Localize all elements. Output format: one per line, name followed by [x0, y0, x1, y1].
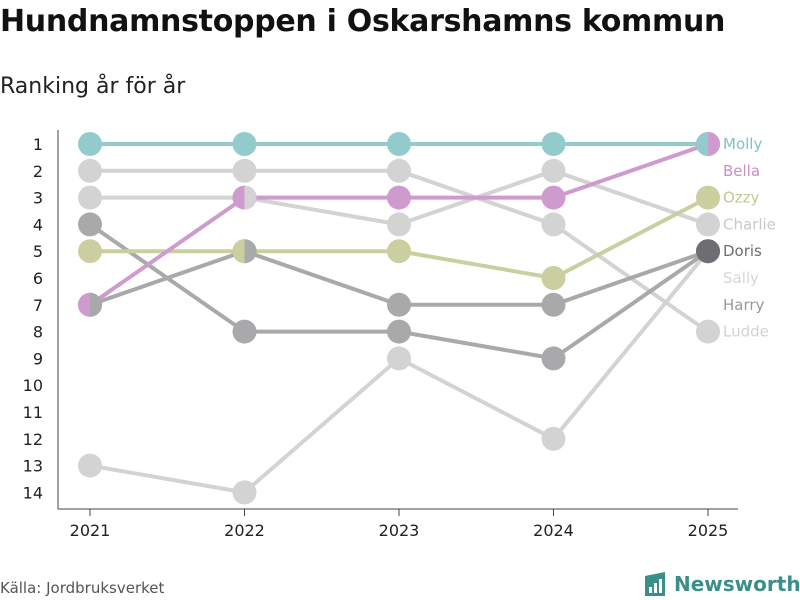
point-charlie-2024	[541, 158, 566, 183]
point-molly-2021	[78, 132, 102, 156]
series-label-ludde: Ludde	[723, 323, 769, 341]
split-marker-doris-2021	[90, 292, 102, 317]
point-sally-2021	[78, 453, 102, 478]
y-tick-label: 12	[23, 430, 43, 449]
series-label-ozzy: Ozzy	[723, 189, 760, 207]
x-tick-label: 2021	[70, 521, 111, 540]
x-tick-label: 2022	[224, 521, 265, 540]
y-tick-label: 9	[33, 349, 43, 368]
point-doris-2025	[696, 239, 720, 264]
y-tick-label: 7	[33, 296, 43, 315]
point-sally-2024	[541, 426, 566, 451]
y-tick-label: 2	[33, 162, 43, 181]
point-ludde-2025	[696, 319, 720, 344]
series-label-molly: Molly	[723, 135, 762, 153]
point-sally-2023	[387, 346, 411, 371]
point-harry-2024	[541, 346, 566, 371]
chart-title: Hundnamnstoppen i Oskarshamns kommun	[0, 4, 726, 39]
point-bella-2023	[387, 185, 411, 210]
series-label-harry: Harry	[723, 296, 765, 314]
point-harry-2023	[387, 319, 411, 344]
point-ozzy-2025	[696, 185, 720, 210]
point-ozzy-2024	[541, 266, 566, 290]
point-molly-2024	[541, 132, 566, 156]
y-tick-label: 10	[23, 376, 43, 395]
point-ludde-2022	[232, 158, 257, 183]
x-tick-label: 2025	[688, 521, 729, 540]
series-layer	[78, 132, 720, 505]
point-bella-2024	[541, 185, 566, 210]
y-tick-label: 8	[33, 323, 43, 342]
y-tick-label: 3	[33, 189, 43, 208]
series-label-doris: Doris	[723, 242, 762, 260]
point-ludde-2024	[541, 212, 566, 237]
point-ozzy-2021	[78, 239, 102, 264]
source-note: Källa: Jordbruksverket	[0, 579, 165, 597]
point-doris-2024	[541, 292, 566, 317]
y-tick-label: 5	[33, 242, 43, 261]
point-ludde-2021	[78, 158, 102, 183]
newsworthy-logo-icon	[645, 572, 665, 596]
y-tick-label: 13	[23, 457, 43, 476]
series-label-charlie: Charlie	[723, 215, 776, 233]
y-tick-label: 1	[33, 135, 43, 154]
point-harry-2022	[232, 319, 257, 344]
newsworthy-logo[interactable]: Newsworthy	[644, 569, 800, 599]
point-charlie-2021	[78, 185, 102, 210]
point-molly-2022	[232, 132, 257, 156]
y-tick-label: 4	[33, 215, 43, 234]
point-charlie-2025	[696, 212, 720, 237]
chart-subtitle: Ranking år för år	[0, 74, 186, 99]
split-marker-doris-2022	[244, 239, 257, 264]
series-label-sally: Sally	[723, 269, 759, 287]
brand-name: Newsworthy	[674, 572, 800, 596]
x-tick-label: 2024	[533, 521, 574, 540]
x-tick-label: 2023	[379, 521, 420, 540]
series-label-bella: Bella	[723, 162, 760, 180]
split-marker-charlie-2022	[244, 185, 257, 210]
y-tick-label: 6	[33, 269, 43, 288]
point-harry-2021	[78, 212, 102, 237]
point-sally-2022	[232, 480, 257, 505]
split-marker-bella-2025	[708, 132, 720, 156]
y-tick-label: 11	[23, 403, 43, 422]
point-ozzy-2023	[387, 239, 411, 264]
point-molly-2023	[387, 132, 411, 156]
point-charlie-2023	[387, 212, 411, 237]
point-doris-2023	[387, 292, 411, 317]
y-tick-label: 14	[23, 483, 43, 502]
point-ludde-2023	[387, 158, 411, 183]
